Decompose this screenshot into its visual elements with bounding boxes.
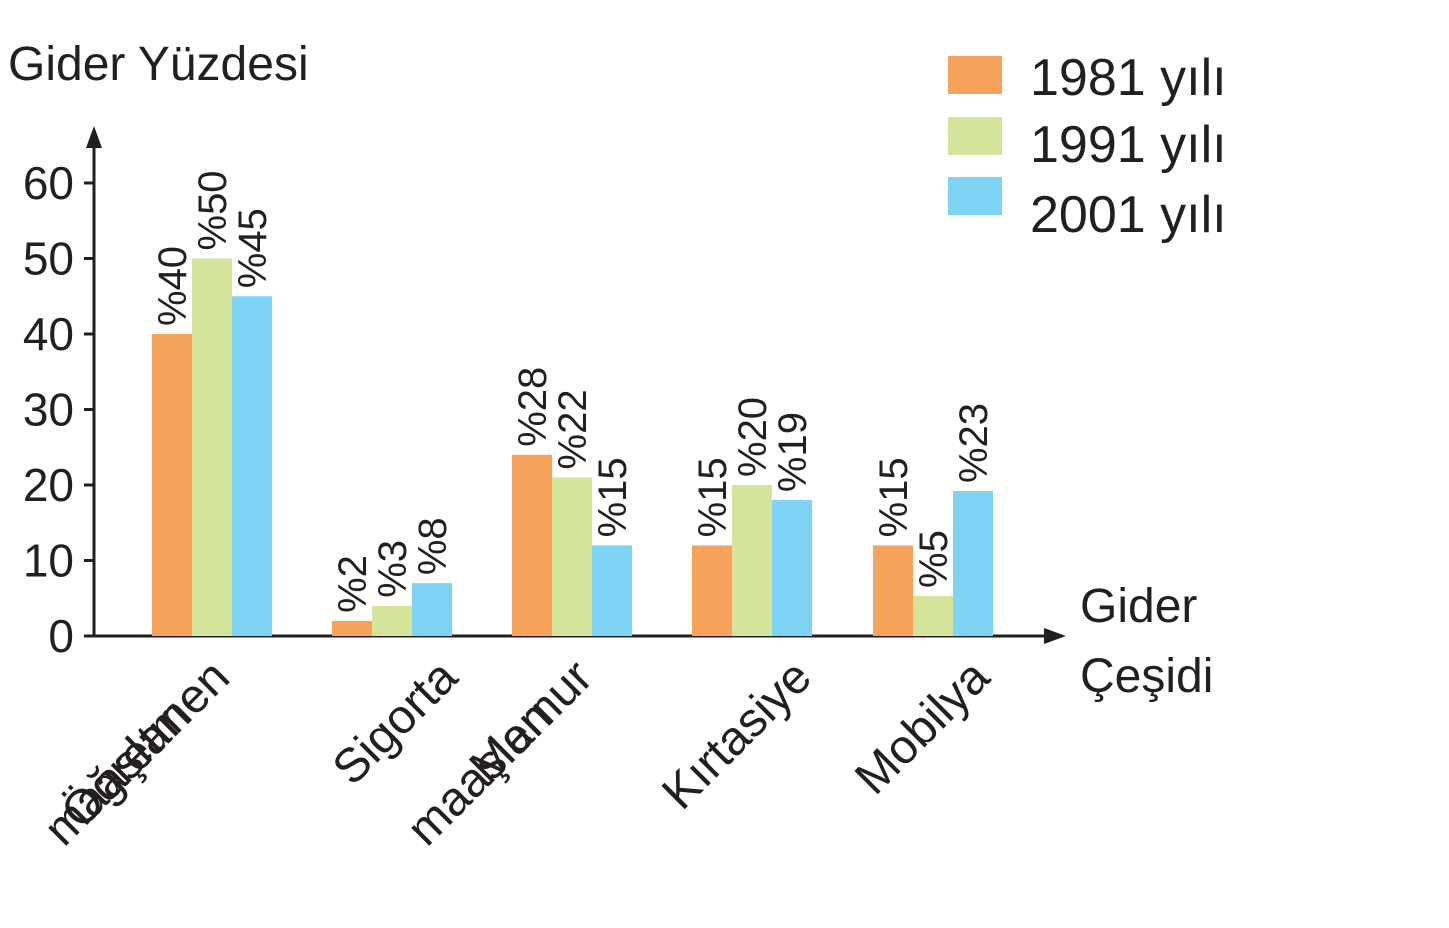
bar xyxy=(913,595,953,636)
category-label: Mobilya xyxy=(845,650,1000,805)
bar-data-label: %23 xyxy=(952,403,996,483)
bar-data-label: %20 xyxy=(731,397,775,477)
data-labels: %40 %2 %28 %15 %15 %50 %3 %22 %20 %5 %45 %8 %15 %19 %2… xyxy=(151,170,996,612)
legend-label-1991: 1991 yılı xyxy=(1030,116,1227,174)
legend-swatch-2001 xyxy=(948,177,1002,215)
bar-data-label: %2 xyxy=(331,555,375,613)
bar-data-label: %3 xyxy=(371,540,415,598)
y-tick-label: 40 xyxy=(23,308,74,360)
y-axis-title: Gider Yüzdesi xyxy=(8,38,309,91)
bar xyxy=(152,334,192,636)
y-tick-label: 60 xyxy=(23,157,74,209)
bar-data-label: %22 xyxy=(551,389,595,469)
x-axis-arrow xyxy=(1044,628,1066,644)
bar-data-label: %50 xyxy=(191,170,235,250)
bar-data-label: %5 xyxy=(912,530,956,588)
y-tick-label: 20 xyxy=(23,459,74,511)
legend: 1981 yılı 1991 yılı 2001 yılı xyxy=(948,49,1227,244)
legend-swatch-1981 xyxy=(948,56,1002,94)
category-label: Kırtasiye xyxy=(652,650,822,820)
y-axis-arrow xyxy=(86,126,102,148)
bar-data-label: %45 xyxy=(231,208,275,288)
bars xyxy=(152,258,993,636)
category-label: maaşları xyxy=(34,688,202,856)
bar-data-label: %8 xyxy=(411,517,455,575)
bar xyxy=(232,296,272,636)
y-tick-label: 10 xyxy=(23,535,74,587)
bar xyxy=(552,477,592,636)
bar xyxy=(512,454,552,636)
y-ticks: 0 10 20 30 40 50 60 xyxy=(23,157,94,662)
bar xyxy=(412,583,452,636)
y-tick-label: 50 xyxy=(23,233,74,285)
bar-data-label: %15 xyxy=(872,457,916,537)
x-axis-title-line2: Çeşidi xyxy=(1080,650,1213,703)
bar-data-label: %40 xyxy=(151,246,195,326)
bar xyxy=(873,545,913,636)
bar-data-label: %19 xyxy=(771,412,815,492)
y-tick-label: 30 xyxy=(23,384,74,436)
legend-label-2001: 2001 yılı xyxy=(1030,186,1227,244)
bar xyxy=(732,485,772,636)
x-axis-title-line1: Gider xyxy=(1080,580,1197,633)
bar-data-label: %15 xyxy=(691,457,735,537)
bar-data-label: %15 xyxy=(591,457,635,537)
legend-label-1981: 1981 yılı xyxy=(1030,49,1227,107)
bar xyxy=(772,500,812,636)
y-tick-label: 0 xyxy=(48,610,74,662)
bar-data-label: %28 xyxy=(511,367,555,447)
bar xyxy=(192,258,232,636)
bar xyxy=(692,545,732,636)
bar xyxy=(332,620,372,636)
bar xyxy=(592,545,632,636)
legend-swatch-1991 xyxy=(948,117,1002,155)
bar xyxy=(953,491,993,636)
bar xyxy=(372,605,412,636)
